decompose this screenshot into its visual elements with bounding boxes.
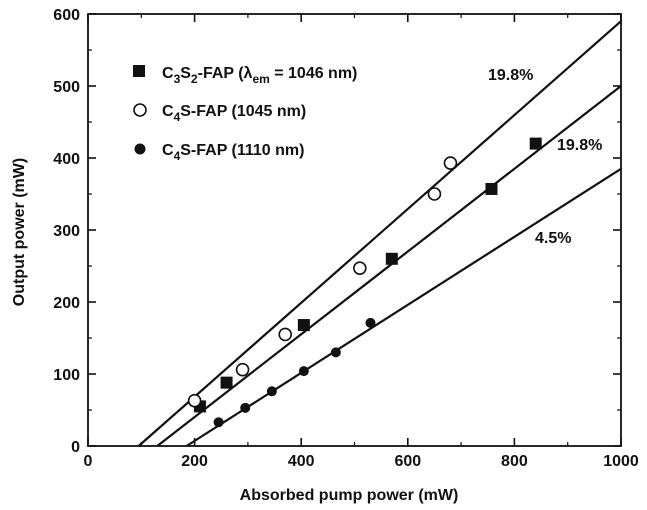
data-point-square: [529, 137, 542, 150]
data-point-open-circle: [353, 261, 367, 275]
x-tick-label: 800: [501, 453, 528, 470]
data-point-filled-circle: [330, 347, 341, 358]
data-point-open-circle: [187, 393, 202, 408]
y-axis-title: Output power (mW): [11, 158, 28, 306]
x-tick-label: 600: [394, 453, 421, 470]
data-point-open-circle: [427, 187, 442, 201]
data-point-filled-circle: [365, 317, 376, 328]
data-markers: [187, 137, 542, 428]
data-point-open-circle: [235, 362, 250, 377]
data-point-filled-circle: [266, 386, 277, 397]
y-tick-label: 100: [53, 367, 80, 384]
data-point-open-circle: [443, 156, 458, 170]
slope-label-middle: 19.8%: [557, 137, 602, 154]
y-tick-label: 300: [53, 223, 80, 240]
slope-label-lower: 4.5%: [535, 230, 571, 247]
y-tick-label: 200: [53, 295, 80, 312]
legend-label-c4s-fap-1045: C4S-FAP (1045 nm): [162, 103, 306, 124]
fit-line-c4s-fap-1110: [186, 167, 622, 447]
x-axis-title: Absorbed pump power (mW): [240, 487, 459, 504]
data-point-square: [297, 319, 310, 332]
y-tick-label: 400: [53, 151, 80, 168]
data-point-square: [385, 252, 398, 265]
x-tick-label: 200: [181, 453, 208, 470]
fit-lines: [137, 20, 622, 447]
fit-line-c4s-fap-1045: [137, 20, 622, 447]
axes: 0 200 400 600 800 1000 0 100 200 300 400 500 600: [53, 7, 639, 470]
slope-label-upper: 19.8%: [488, 67, 533, 84]
legend-marker-c3s2-fap: [133, 65, 145, 77]
legend: C3S2-FAP (λem = 1046 nm) C4S-FAP (1045 n…: [133, 65, 357, 163]
data-point-square: [220, 376, 233, 389]
fit-line-c3s2-fap: [156, 85, 622, 447]
legend-label-c3s2-fap: C3S2-FAP (λem = 1046 nm): [162, 65, 357, 86]
data-point-filled-circle: [298, 366, 309, 377]
data-point-filled-circle: [213, 417, 224, 428]
x-tick-label: 1000: [603, 453, 639, 470]
legend-marker-c4s-fap-1045: [133, 103, 147, 117]
x-tick-label: 400: [288, 453, 315, 470]
y-tick-label: 0: [71, 439, 80, 456]
x-tick-label: 0: [84, 453, 93, 470]
y-tick-label: 600: [53, 7, 80, 24]
legend-label-c4s-fap-1110: C4S-FAP (1110 nm): [162, 142, 304, 163]
data-point-open-circle: [278, 327, 293, 342]
data-point-square: [485, 182, 498, 195]
legend-marker-c4s-fap-1110: [134, 143, 146, 155]
data-point-filled-circle: [240, 402, 251, 413]
y-tick-label: 500: [53, 79, 80, 96]
